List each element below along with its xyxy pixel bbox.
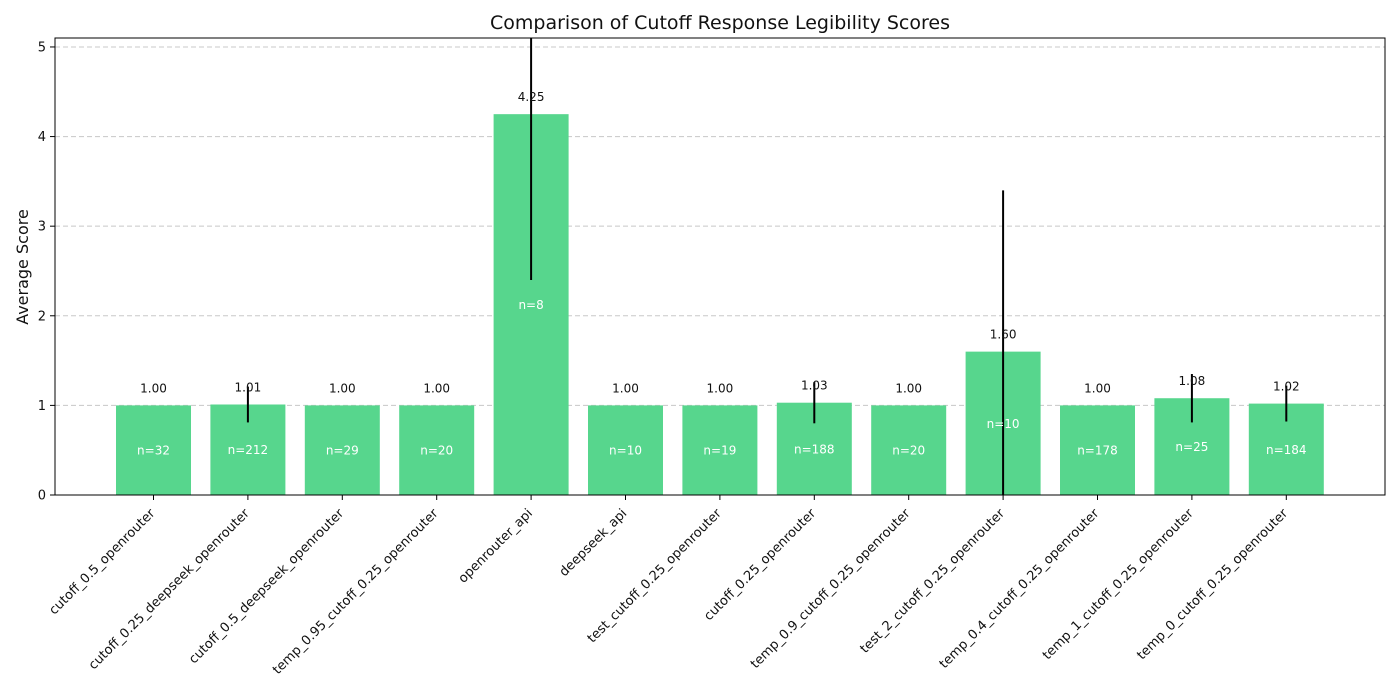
- bars: [116, 114, 1324, 496]
- data-labels: 1.00 n=32 1.01 n=212 1.00 n=29 1.00 n=20 4.25 n=8…: [137, 90, 1307, 458]
- value-label: 1.08: [1179, 374, 1206, 388]
- count-label: n=188: [794, 442, 835, 456]
- count-label: n=184: [1266, 443, 1307, 457]
- y-tick-label: 2: [38, 309, 46, 324]
- count-label: n=212: [228, 443, 269, 457]
- grid-lines: [55, 46, 1385, 406]
- count-label: n=178: [1077, 444, 1118, 458]
- bar: [399, 405, 475, 495]
- bar: [871, 405, 947, 495]
- value-label: 1.00: [1084, 381, 1111, 395]
- count-label: n=25: [1175, 440, 1208, 454]
- x-tick-label: cutoff_0.25_deepseek_openrouter: [86, 506, 253, 673]
- x-tick-label: temp_0.4_cutoff_0.25_openrouter: [937, 506, 1103, 672]
- value-label: 1.00: [707, 381, 734, 395]
- count-label: n=10: [609, 444, 642, 458]
- count-label: n=29: [326, 444, 359, 458]
- value-label: 1.03: [801, 379, 828, 393]
- value-label: 1.00: [140, 381, 167, 395]
- x-tick-label: temp_0_cutoff_0.25_openrouter: [1134, 506, 1291, 663]
- x-tick-label: deepseek_api: [557, 506, 631, 580]
- bar: [304, 405, 380, 495]
- y-tick-label: 4: [38, 130, 46, 145]
- chart-title: Comparison of Cutoff Response Legibility…: [490, 12, 950, 34]
- value-label: 1.00: [895, 381, 922, 395]
- y-tick-label: 5: [38, 40, 46, 55]
- count-label: n=20: [420, 444, 453, 458]
- bar: [1060, 405, 1135, 495]
- x-tick-label: cutoff_0.5_deepseek_openrouter: [186, 506, 347, 667]
- x-tick-label: cutoff_0.5_openrouter: [46, 506, 158, 618]
- value-label: 1.60: [990, 328, 1017, 342]
- bar: [682, 405, 758, 495]
- count-label: n=32: [137, 444, 170, 458]
- error-bars: [246, 38, 1288, 495]
- y-tick-label: 0: [38, 489, 46, 504]
- count-label: n=19: [703, 444, 736, 458]
- value-label: 1.01: [235, 380, 262, 394]
- axes: 0 1 2 3 4 5 cutoff_0.5_openroutercutoff_0.25_d…: [38, 37, 1386, 678]
- bar: [588, 405, 663, 495]
- value-label: 1.02: [1273, 380, 1300, 394]
- value-label: 4.25: [518, 90, 545, 104]
- x-tick-label: openrouter_api: [456, 506, 536, 586]
- x-tick-label: temp_0.95_cutoff_0.25_openrouter: [270, 506, 442, 678]
- x-tick-label: temp_0.9_cutoff_0.25_openrouter: [748, 506, 914, 672]
- y-tick-label: 3: [38, 220, 46, 235]
- count-label: n=8: [518, 298, 543, 312]
- bar: [116, 405, 191, 495]
- y-axis-label: Average Score: [13, 209, 32, 325]
- count-label: n=10: [987, 417, 1020, 431]
- x-tick-label: temp_1_cutoff_0.25_openrouter: [1040, 506, 1197, 663]
- value-label: 1.00: [329, 381, 356, 395]
- value-label: 1.00: [423, 381, 450, 395]
- count-label: n=20: [892, 444, 925, 458]
- y-tick-label: 1: [38, 399, 46, 414]
- value-label: 1.00: [612, 381, 639, 395]
